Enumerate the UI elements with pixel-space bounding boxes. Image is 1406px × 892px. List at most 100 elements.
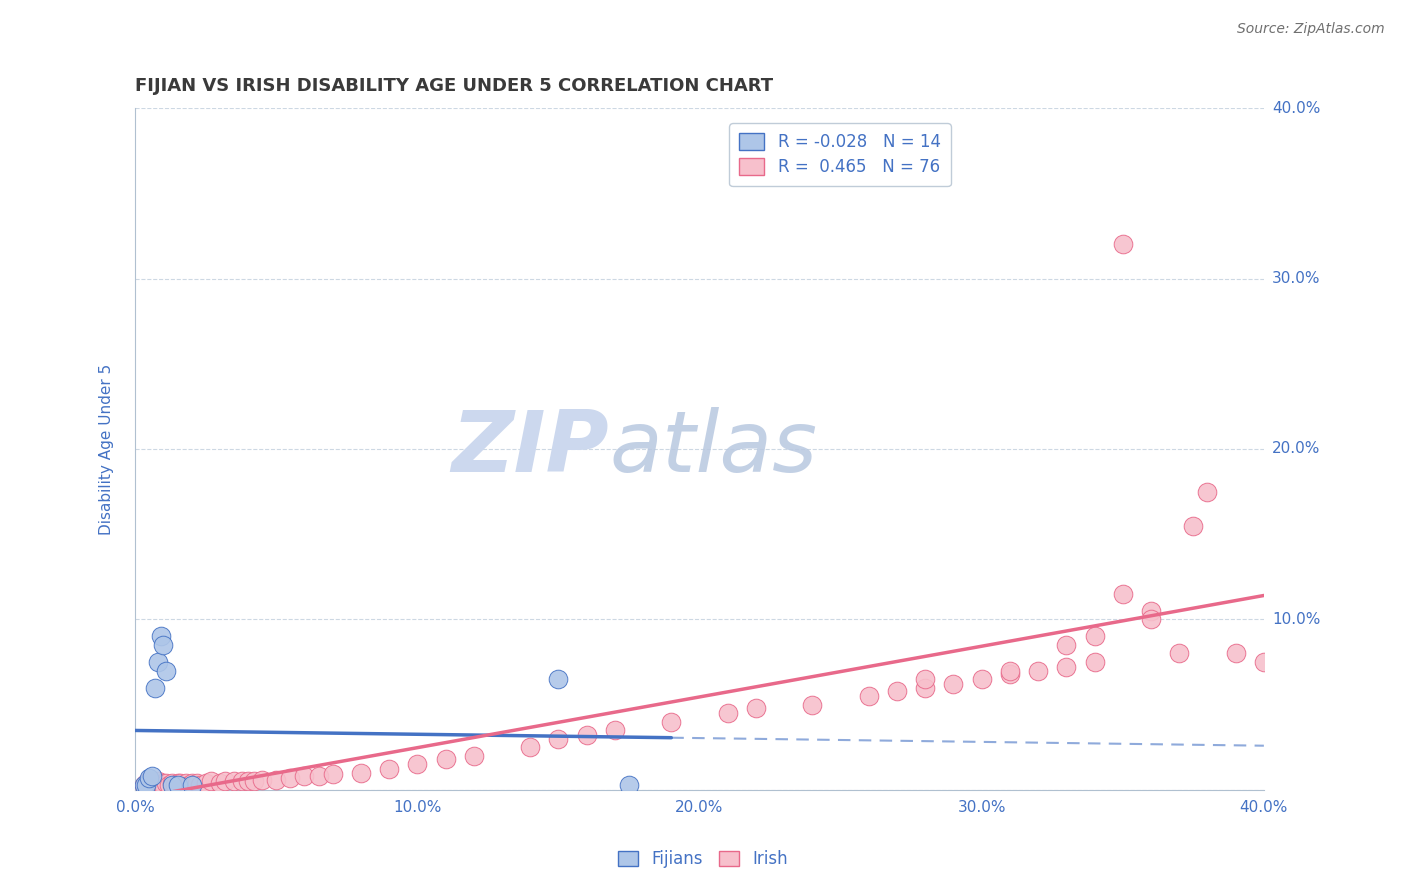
Point: [914, 672, 936, 686]
Point: [138, 774, 160, 789]
Point: [280, 771, 302, 785]
Point: [143, 778, 166, 792]
Point: [141, 778, 163, 792]
Point: [1083, 630, 1105, 644]
Point: [146, 778, 169, 792]
Point: [141, 776, 163, 790]
Y-axis label: Disability Age Under 5: Disability Age Under 5: [100, 363, 114, 534]
Point: [132, 778, 155, 792]
Text: FIJIAN VS IRISH DISABILITY AGE UNDER 5 CORRELATION CHART: FIJIAN VS IRISH DISABILITY AGE UNDER 5 C…: [135, 78, 773, 95]
Point: [172, 778, 194, 792]
Point: [180, 778, 202, 792]
Point: [519, 740, 541, 755]
Point: [163, 778, 186, 792]
Point: [1197, 484, 1219, 499]
Text: 10.0%: 10.0%: [1272, 612, 1320, 627]
Legend: R = -0.028   N = 14, R =  0.465   N = 76: R = -0.028 N = 14, R = 0.465 N = 76: [730, 123, 950, 186]
Point: [1225, 647, 1247, 661]
Point: [998, 667, 1021, 681]
Point: [350, 765, 373, 780]
Point: [166, 778, 188, 792]
Point: [547, 731, 569, 746]
Point: [1140, 604, 1163, 618]
Point: [1112, 237, 1135, 252]
Point: [231, 774, 253, 789]
Point: [1182, 518, 1205, 533]
Point: [169, 776, 191, 790]
Point: [1253, 655, 1275, 669]
Point: [1083, 655, 1105, 669]
Point: [617, 778, 640, 792]
Point: [378, 763, 401, 777]
Point: [1026, 664, 1049, 678]
Point: [174, 776, 197, 790]
Point: [998, 664, 1021, 678]
Point: [152, 638, 174, 652]
Point: [149, 778, 172, 792]
Point: [236, 774, 259, 789]
Point: [308, 769, 330, 783]
Point: [914, 681, 936, 695]
Text: 20.0%: 20.0%: [1272, 442, 1320, 457]
Point: [135, 778, 157, 792]
Text: ZIP: ZIP: [451, 408, 609, 491]
Point: [745, 701, 768, 715]
Point: [801, 698, 824, 712]
Point: [222, 774, 245, 789]
Point: [1112, 587, 1135, 601]
Point: [1168, 647, 1191, 661]
Point: [152, 776, 174, 790]
Point: [659, 714, 682, 729]
Point: [138, 778, 160, 792]
Point: [141, 769, 163, 783]
Point: [406, 757, 429, 772]
Point: [242, 774, 264, 789]
Point: [155, 664, 177, 678]
Point: [186, 776, 208, 790]
Point: [149, 630, 172, 644]
Point: [188, 778, 211, 792]
Point: [157, 778, 180, 792]
Point: [135, 776, 157, 790]
Point: [132, 778, 155, 792]
Point: [177, 778, 200, 792]
Point: [155, 776, 177, 790]
Point: [886, 684, 908, 698]
Point: [180, 776, 202, 790]
Point: [183, 778, 205, 792]
Point: [575, 728, 598, 742]
Point: [200, 774, 222, 789]
Point: [1140, 612, 1163, 626]
Text: 40.0%: 40.0%: [1272, 101, 1320, 116]
Point: [264, 772, 287, 787]
Text: atlas: atlas: [609, 408, 817, 491]
Point: [166, 778, 188, 792]
Legend: Fijians, Irish: Fijians, Irish: [612, 844, 794, 875]
Point: [152, 778, 174, 792]
Point: [214, 774, 236, 789]
Point: [160, 776, 183, 790]
Point: [322, 767, 344, 781]
Point: [858, 689, 880, 703]
Point: [143, 681, 166, 695]
Point: [146, 655, 169, 669]
Point: [166, 776, 188, 790]
Text: 30.0%: 30.0%: [1272, 271, 1320, 286]
Point: [208, 776, 231, 790]
Point: [434, 752, 457, 766]
Point: [194, 776, 217, 790]
Point: [1054, 660, 1077, 674]
Point: [1054, 638, 1077, 652]
Point: [463, 748, 485, 763]
Text: Source: ZipAtlas.com: Source: ZipAtlas.com: [1237, 22, 1385, 37]
Point: [717, 706, 740, 720]
Point: [143, 776, 166, 790]
Point: [250, 772, 273, 787]
Point: [942, 677, 965, 691]
Point: [160, 778, 183, 792]
Point: [138, 771, 160, 785]
Point: [547, 672, 569, 686]
Point: [294, 769, 316, 783]
Point: [970, 672, 993, 686]
Point: [603, 723, 626, 738]
